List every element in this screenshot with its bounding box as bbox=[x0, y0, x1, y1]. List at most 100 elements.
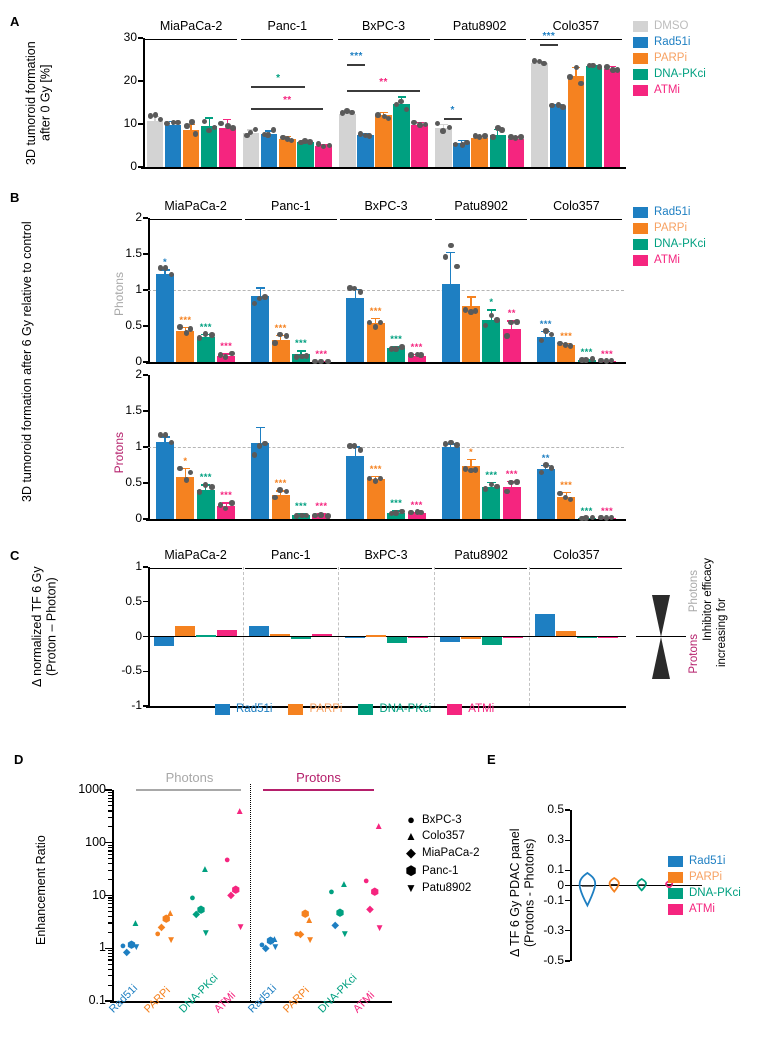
panel-c-y-axis bbox=[148, 567, 150, 706]
panel-a-sig-bar bbox=[347, 64, 366, 66]
panel-b-protons-replicate-dot bbox=[168, 439, 175, 446]
panel-d-datapoint: ⬢ bbox=[300, 909, 310, 921]
panel-b-protons-errorbar-cap bbox=[541, 465, 551, 467]
panel-a-replicate-dot bbox=[385, 115, 392, 122]
panel-b-photons-errorbar-cap bbox=[180, 326, 190, 329]
panel-b-protons-replicate-dot bbox=[557, 490, 563, 497]
panel-a-replicate-dot bbox=[218, 120, 224, 127]
panel-b-protons-replicate-dot bbox=[504, 488, 510, 495]
panel-b-protons-errorbar-stem bbox=[565, 491, 567, 497]
panel-d-datapoint: ▼ bbox=[270, 942, 281, 954]
panel-b-photons-replicate-dot bbox=[548, 331, 555, 338]
panel-c-ytick-label: 0 bbox=[135, 628, 142, 643]
panel-d-datapoint: ▲ bbox=[165, 907, 176, 919]
panel-d-datapoint: ◆ bbox=[192, 909, 201, 921]
panel-b-photons-replicate-dot bbox=[351, 285, 358, 292]
panel-b-photons-replicate-dot bbox=[366, 319, 373, 326]
panel-a-replicate-dot bbox=[152, 112, 159, 118]
panel-a-replicate-dot bbox=[184, 123, 190, 129]
panel-a-errorbar-stem bbox=[575, 66, 577, 76]
panel-a-errorbar-stem bbox=[346, 111, 348, 114]
panel-d-yminortick bbox=[108, 968, 112, 970]
panel-e-violin bbox=[608, 876, 621, 893]
panel-a-group-rule bbox=[241, 39, 334, 40]
panel-c-bar bbox=[217, 630, 238, 637]
legend-label-bxpc3: BxPC-3 bbox=[422, 813, 462, 826]
panel-d-yminortick bbox=[108, 910, 112, 912]
legend-label-parpi: PARPi bbox=[689, 871, 723, 883]
panel-a-errorbar-stem bbox=[460, 139, 463, 143]
marker-triangle-down-icon: ▼ bbox=[405, 881, 417, 895]
panel-c-ytick-label: 0.5 bbox=[125, 593, 142, 608]
panel-d-yminortick bbox=[108, 955, 112, 957]
panel-a-bar bbox=[507, 138, 525, 167]
panel-a-group-rule bbox=[433, 39, 526, 40]
panel-d-yminortick bbox=[108, 863, 112, 865]
panel-b-photons-replicate-dot bbox=[262, 294, 268, 300]
panel-b-protons-errorbar-cap bbox=[446, 443, 456, 445]
panel-a-errorbar-cap bbox=[608, 65, 617, 68]
panel-b-protons-errorbar-stem bbox=[225, 502, 227, 507]
panel-e-y-axis-title: Δ TF 6 Gy PDAC panel (Protons - Photons) bbox=[508, 810, 542, 975]
panel-b-photons-errorbar-stem bbox=[259, 287, 261, 297]
panel-e-ytick bbox=[565, 869, 570, 872]
legend-label-atmi: ATMi bbox=[468, 703, 495, 715]
panel-a-replicate-dot bbox=[604, 64, 610, 70]
panel-b-protons-sig-label: *** bbox=[601, 505, 613, 517]
panel-d-datapoint: ⬢ bbox=[161, 914, 171, 926]
panel-a-sig-bar bbox=[539, 44, 558, 46]
panel-b-photons-replicate-dot bbox=[251, 300, 258, 307]
panel-b-photons-replicate-dot bbox=[222, 354, 229, 360]
panel-b-protons-bar bbox=[366, 478, 385, 519]
panel-c-group-rule bbox=[530, 568, 623, 569]
panel-b-photons-errorbar-cap bbox=[602, 360, 612, 362]
panel-c-group-label: MiaPaCa-2 bbox=[164, 548, 227, 562]
panel-b-photons-bar bbox=[557, 344, 576, 362]
panel-b-photons-ytick bbox=[143, 361, 148, 363]
panel-b-photons-group-rule bbox=[244, 219, 337, 220]
panel-b-protons-sig-label: ** bbox=[541, 453, 550, 464]
panel-b-protons-bar bbox=[156, 441, 174, 519]
panel-a-letter: A bbox=[10, 14, 20, 29]
panel-a-replicate-dot bbox=[472, 133, 479, 139]
panel-a-errorbar-cap bbox=[475, 135, 484, 137]
panel-a-errorbar-cap bbox=[187, 123, 196, 125]
panel-c-bar bbox=[196, 635, 217, 637]
panel-b-protons-bar bbox=[502, 486, 521, 519]
panel-a-replicate-dot bbox=[476, 134, 483, 140]
panel-b-photons-errorbar-cap bbox=[541, 331, 551, 333]
panel-b-protons-errorbar-stem bbox=[585, 517, 588, 519]
panel-b-photons-replicate-dot bbox=[598, 357, 604, 364]
panel-d-yminortick bbox=[108, 975, 112, 977]
panel-b-protons-replicate-dot bbox=[603, 515, 610, 521]
panel-b-photons-errorbar-cap bbox=[466, 296, 476, 298]
panel-a-replicate-dot bbox=[175, 119, 181, 126]
panel-b-photons-sig-label: * bbox=[489, 297, 494, 309]
panel-c-bar bbox=[534, 613, 555, 637]
panel-b-photons-bar bbox=[407, 355, 426, 362]
panel-b-photons-errorbar-stem bbox=[395, 346, 397, 349]
panel-d-xtick-label: Rad51i bbox=[107, 982, 141, 1016]
panel-a-replicate-dot bbox=[381, 113, 388, 120]
panel-b-photons-replicate-dot bbox=[608, 357, 615, 364]
panel-a-bar bbox=[411, 124, 428, 167]
panel-b-protons-sig-label: *** bbox=[295, 501, 307, 513]
panel-a-group-label: MiaPaCa-2 bbox=[159, 19, 223, 33]
panel-b-protons-ytick bbox=[143, 374, 148, 376]
panel-b-protons-replicate-dot bbox=[251, 452, 258, 458]
panel-c-group-divider bbox=[433, 567, 435, 706]
marker-hexagon-icon: ⬢ bbox=[405, 863, 417, 878]
panel-b-protons-sig-label: *** bbox=[315, 501, 328, 513]
panel-a-errorbar-stem bbox=[226, 118, 228, 129]
panel-d-datapoint: ▼ bbox=[235, 922, 246, 934]
legend-item-atmi: ATMi bbox=[447, 703, 494, 715]
panel-b-photons-group-label: MiaPaCa-2 bbox=[164, 199, 227, 213]
panel-d-yminortick bbox=[108, 900, 112, 902]
panel-b-protons-sig-label: *** bbox=[580, 505, 593, 517]
panel-b-photons-bar bbox=[387, 348, 406, 362]
panel-a-errorbar-stem bbox=[479, 135, 481, 138]
panel-b-photons-bar bbox=[441, 284, 460, 362]
panel-b-protons-errorbar-stem bbox=[320, 513, 323, 515]
panel-c-group-rule bbox=[435, 568, 528, 569]
